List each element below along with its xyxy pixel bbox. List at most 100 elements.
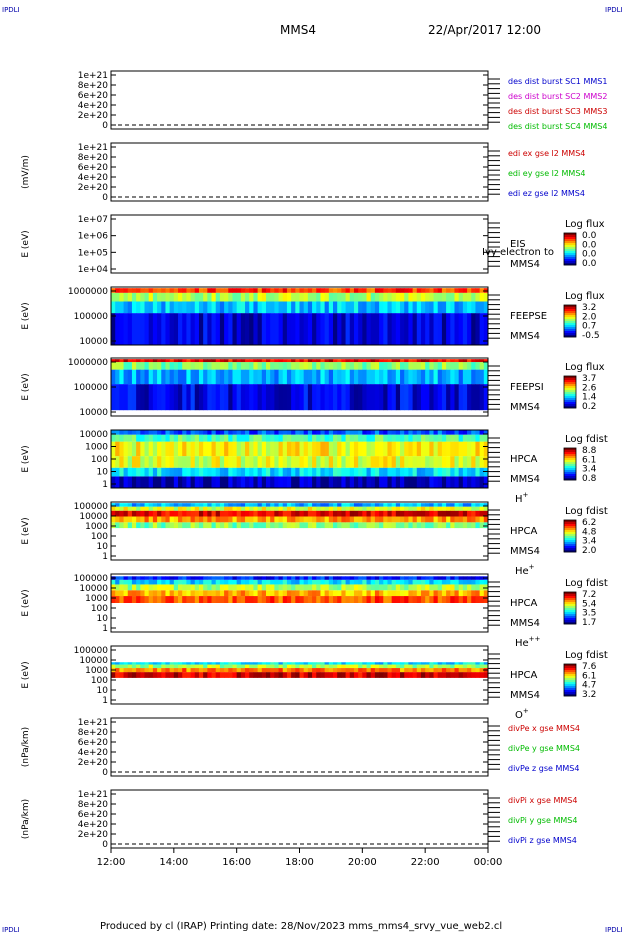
spectrogram-cell: [441, 672, 447, 678]
spectrogram-cell: [404, 467, 409, 477]
spectrogram-cell: [249, 430, 254, 435]
colorbar-segment: [564, 462, 576, 465]
spectrogram-cell: [383, 288, 388, 293]
spectrogram-cell: [471, 506, 476, 511]
spectrogram-cell: [278, 662, 284, 665]
spectrogram-cell: [420, 292, 426, 302]
spectrogram-cell: [270, 476, 275, 488]
spectrogram-cell: [433, 503, 439, 507]
legend-entry: des dist burst SC4 MMS4: [508, 122, 607, 131]
spectrogram-cell: [152, 596, 158, 603]
spectrogram-cell: [324, 362, 330, 370]
spectrogram-cell: [111, 672, 116, 678]
spectrogram-cell: [387, 503, 393, 507]
spectrogram-cell: [173, 288, 179, 293]
spectrogram-cell: [215, 506, 221, 511]
spectrogram-cell: [467, 584, 472, 591]
spectrogram-cell: [299, 506, 305, 511]
spectrogram-cell: [157, 476, 162, 488]
spectrogram-cell: [450, 292, 455, 302]
spectrogram-cell: [232, 590, 238, 597]
spectrogram-cell: [228, 467, 233, 477]
spectrogram-cell: [115, 362, 120, 370]
spectrogram-cell: [140, 510, 145, 517]
colorbar-segment: [564, 460, 576, 463]
instrument-label: FEEPSI: [510, 382, 544, 393]
colorbar-tick-label: 0.0: [582, 250, 597, 260]
spectrogram-cell: [282, 672, 288, 678]
spectrogram-cell: [282, 510, 288, 517]
spectrogram-cell: [458, 441, 464, 457]
spectrogram-cell: [203, 456, 208, 468]
spectrogram-cell: [387, 522, 393, 529]
spectrogram-cell: [303, 590, 309, 597]
spectrogram-cell: [119, 301, 124, 314]
spectrogram-cell: [412, 288, 418, 293]
spectrogram-cell: [207, 510, 212, 517]
spectrogram-cell: [169, 576, 175, 580]
spectrogram-cell: [370, 596, 376, 603]
spectrogram-cell: [358, 510, 363, 517]
spectrogram-cell: [148, 313, 154, 345]
instrument-label: HPCA: [510, 598, 538, 609]
spectrogram-cell: [362, 503, 367, 507]
spectrogram-cell: [270, 313, 275, 345]
spectrogram-cell: [425, 384, 430, 411]
spectrogram-cell: [207, 430, 212, 435]
spectrogram-cell: [337, 584, 342, 591]
spectrogram-cell: [295, 576, 300, 580]
spectrogram-cell: [387, 313, 393, 345]
spectrogram-cell: [312, 362, 317, 370]
spectrogram-cell: [140, 522, 145, 529]
spectrogram-cell: [450, 467, 455, 477]
spectrogram-cell: [387, 430, 393, 435]
spectrogram-cell: [333, 384, 338, 411]
spectrogram-cell: [140, 590, 145, 597]
spectrogram-cell: [320, 668, 326, 673]
spectrogram-cell: [458, 288, 464, 293]
spectrogram-cell: [462, 506, 468, 511]
spectrogram-cell: [123, 362, 129, 370]
spectrogram-cell: [400, 384, 405, 411]
spectrogram-cell: [157, 672, 162, 678]
spectrogram-cell: [270, 590, 275, 597]
colorbar-frame: [563, 519, 577, 553]
colorbar-segment: [564, 690, 576, 693]
spectrogram-cell: [232, 476, 238, 488]
spectrogram-cell: [400, 584, 405, 591]
colorbar-segment: [564, 534, 576, 537]
spectrogram-cell: [119, 510, 124, 517]
spectrogram-cell: [433, 596, 439, 603]
spectrogram-cell: [462, 467, 468, 477]
spectrogram-cell: [467, 430, 472, 435]
spectrogram-cell: [111, 664, 116, 669]
spectrogram-cell: [370, 292, 376, 302]
spectrogram-cell: [454, 441, 460, 457]
spectrogram-cell: [362, 510, 367, 517]
spectrogram-cell: [131, 288, 137, 293]
spectrogram-cell: [165, 516, 171, 523]
spectrogram-cell: [479, 662, 485, 665]
spectrogram-cell: [161, 672, 166, 678]
spectrogram-cell: [299, 467, 305, 477]
spectrogram-cell: [215, 467, 221, 477]
spectrogram-cell: [358, 503, 363, 507]
spectrogram-cell: [178, 668, 183, 673]
spectrogram-cell: [131, 579, 137, 585]
spectrogram-cell: [437, 476, 443, 488]
spectrogram-cell: [446, 590, 451, 597]
spectrogram-cell: [299, 384, 305, 411]
spectrogram-cell: [316, 292, 321, 302]
colorbar-segment: [564, 604, 576, 607]
spectrogram-cell: [123, 503, 129, 507]
spectrogram-cell: [353, 369, 359, 385]
spectrogram-cell: [265, 441, 271, 457]
spectrogram-cell: [404, 662, 409, 665]
spectrogram-cell: [404, 510, 409, 517]
spectrogram-cell: [111, 516, 116, 523]
spectrogram-cell: [261, 506, 267, 511]
spectrogram-cell: [123, 590, 129, 597]
spectrogram-cell: [211, 369, 217, 385]
